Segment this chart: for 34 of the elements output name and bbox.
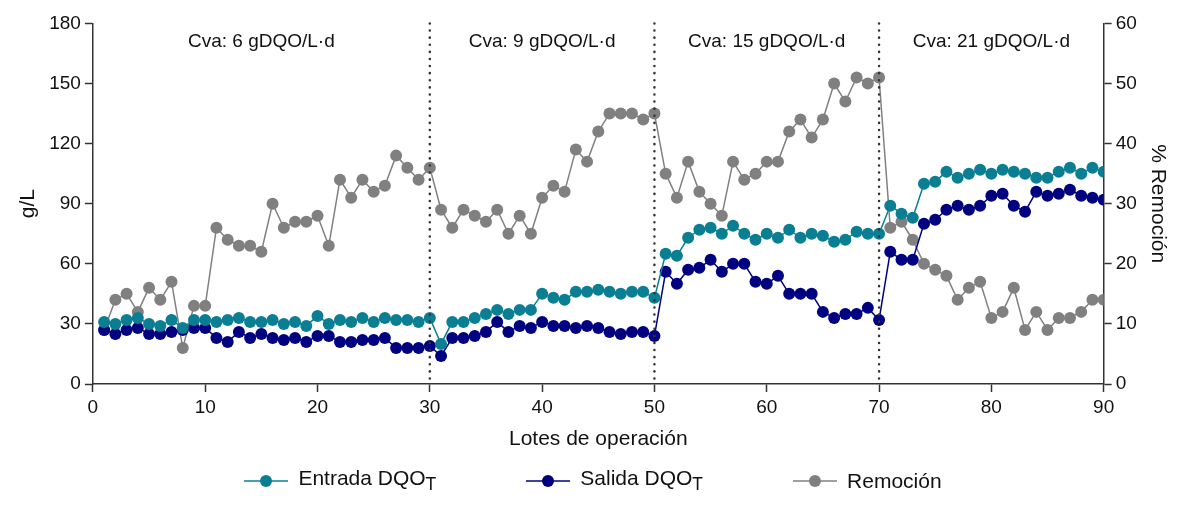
y-tick-label: 0 [70,372,81,394]
y-axis-title: g/L [15,189,39,219]
y-tick-label: 120 [49,131,81,153]
y2-tick-label: 30 [1115,191,1137,213]
y-tick-label: 150 [49,71,81,93]
x-tick-label: 50 [643,395,666,417]
annotation: Cva: 15 gDQO/L·d [688,29,846,51]
x-tick-label: 80 [980,395,1002,417]
y-tick-label: 90 [59,191,81,213]
legend-label: Salida DQO$_{T}$ [580,466,704,496]
annotation: Cva: 9 gDQO/L·d [468,29,616,51]
legend-label: Remoción [847,468,942,493]
legend-label: Entrada DQO$_{T}$ [298,466,437,496]
x-tick-label: 10 [194,395,216,417]
x-axis-title: Lotes de operación [508,426,688,450]
x-tick-label: 90 [1093,395,1115,417]
x-tick-label: 40 [531,395,553,417]
y2-tick-label: 0 [1115,372,1127,394]
x-tick-label: 20 [306,395,329,417]
x-tick-label: 0 [87,395,99,417]
y2-tick-label: 40 [1115,131,1137,153]
y2-axis-title: % Remoción [1147,144,1171,264]
y-tick-label: 180 [49,11,81,33]
x-tick-label: 60 [756,395,778,417]
y2-tick-label: 20 [1115,252,1137,274]
y2-tick-label: 10 [1115,312,1137,334]
y2-tick-label: 50 [1115,71,1137,93]
annotation: Cva: 6 gDQO/L·d [187,29,335,51]
y2-tick-label: 60 [1115,11,1137,33]
y-tick-label: 30 [59,312,81,334]
y-tick-label: 60 [59,252,81,274]
x-tick-label: 70 [868,395,890,417]
x-tick-label: 30 [419,395,441,417]
annotation: Cva: 21 gDQO/L·d [912,29,1071,51]
